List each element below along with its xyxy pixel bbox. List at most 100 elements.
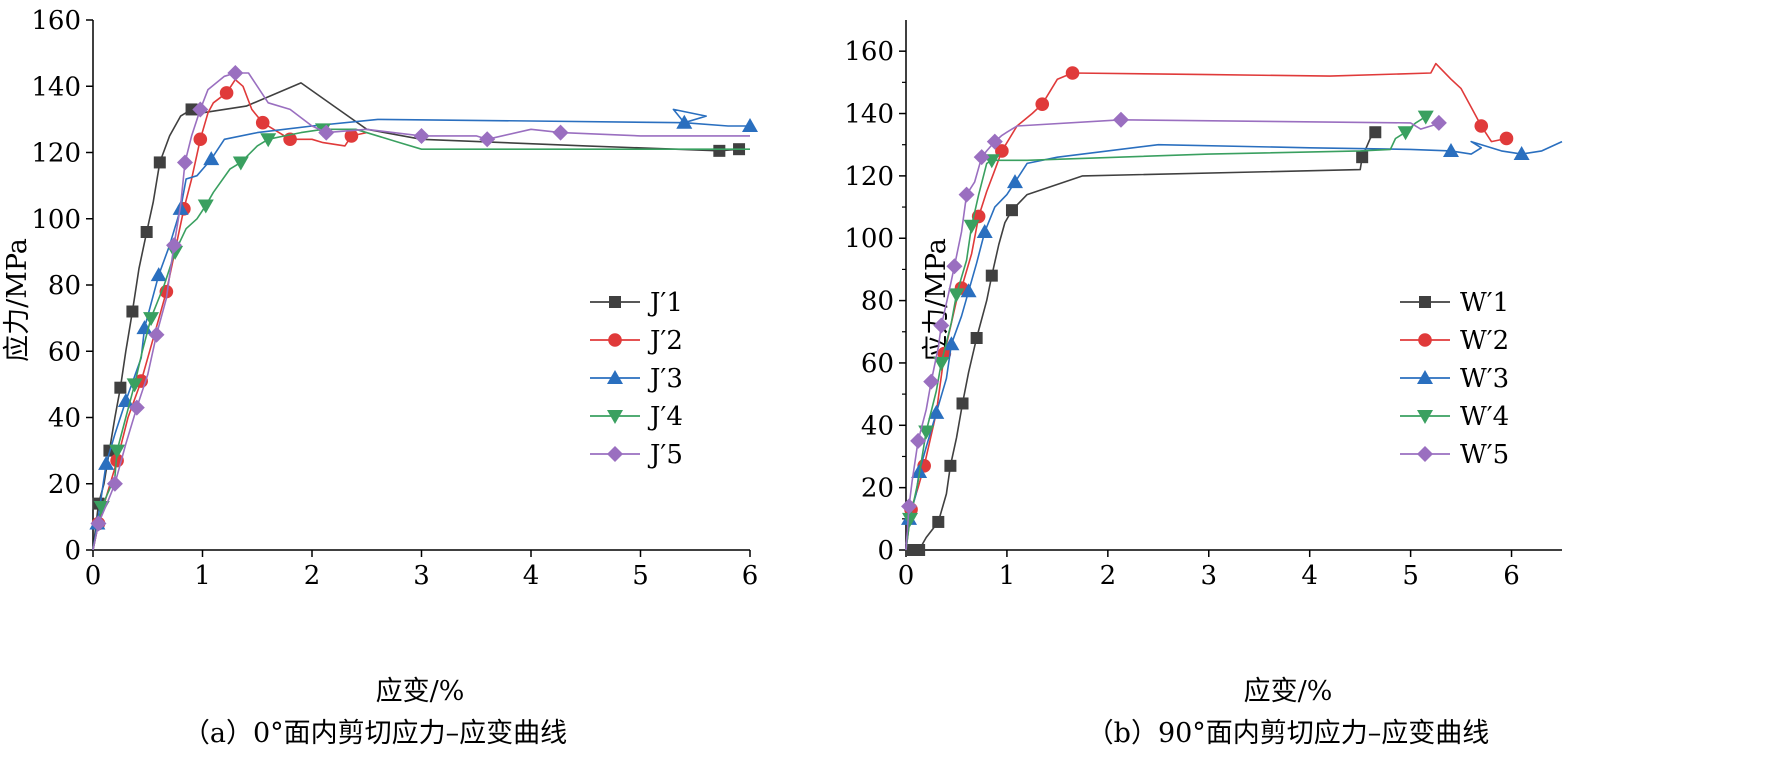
data-point	[973, 149, 990, 166]
legend-label: W′2	[1460, 326, 1509, 356]
legend-marker	[607, 446, 623, 462]
data-point	[1112, 111, 1129, 128]
data-point	[928, 404, 945, 419]
data-point	[1397, 126, 1414, 141]
legend-label: W′4	[1460, 402, 1509, 432]
x-tick-label: 5	[632, 561, 649, 591]
data-point	[318, 124, 335, 141]
series-J′5	[90, 65, 750, 551]
legend-marker	[1417, 410, 1433, 424]
panel-b-xlabel: 应变/%	[1244, 676, 1333, 707]
legend-item: J′4	[590, 402, 683, 432]
x-tick-label: 6	[742, 561, 759, 591]
data-point	[985, 269, 998, 282]
data-point	[1430, 114, 1447, 131]
data-point	[203, 151, 220, 166]
y-tick-label: 0	[64, 536, 81, 566]
y-tick-label: 120	[844, 162, 894, 192]
series-W′4	[902, 110, 1434, 551]
y-tick-label: 40	[48, 404, 81, 434]
legend-label: J′4	[647, 402, 683, 432]
legend-item: W′3	[1400, 364, 1509, 394]
series-W′1	[905, 126, 1382, 556]
y-tick-label: 80	[48, 271, 81, 301]
data-point	[970, 332, 983, 344]
legend-label: J′1	[647, 288, 683, 318]
x-tick-label: 1	[999, 561, 1016, 591]
panel-a-ylabel: 应力/MPa	[2, 238, 33, 362]
data-point	[98, 455, 115, 470]
data-point	[1006, 174, 1023, 189]
legend-item: W′5	[1400, 440, 1509, 470]
series-line	[905, 115, 1427, 551]
data-point	[193, 132, 208, 147]
data-point	[913, 544, 926, 556]
y-tick-label: 120	[31, 139, 81, 169]
series-W′5	[901, 111, 1447, 551]
y-tick-label: 60	[48, 337, 81, 367]
legend-marker	[1419, 296, 1431, 308]
data-point	[1499, 131, 1514, 146]
data-point	[114, 381, 127, 394]
data-point	[1442, 142, 1459, 157]
series-J′1	[92, 82, 746, 551]
data-point	[943, 336, 960, 351]
data-point	[1005, 204, 1018, 217]
legend-label: J′2	[647, 326, 683, 356]
legend-item: W′1	[1400, 288, 1509, 318]
data-point	[676, 114, 693, 129]
data-point	[976, 224, 993, 238]
legend-label: J′5	[647, 440, 683, 470]
legend-item: W′2	[1400, 326, 1509, 356]
legend-marker	[1417, 446, 1433, 462]
data-point	[166, 237, 183, 254]
x-tick-label: 2	[1100, 561, 1117, 591]
data-point	[1417, 110, 1434, 125]
panel-a: （a）0°面内剪切应力–应变曲线 应变/% 应力/MPa 02040608010…	[2, 6, 758, 749]
x-tick-label: 0	[85, 561, 102, 591]
data-point	[148, 326, 165, 343]
data-point	[106, 475, 123, 492]
data-point	[153, 156, 166, 169]
y-tick-label: 100	[31, 205, 81, 235]
series-line	[92, 128, 750, 551]
series-J′4	[92, 123, 750, 551]
data-point	[219, 86, 234, 100]
panel-a-caption: （a）0°面内剪切应力–应变曲线	[183, 718, 567, 749]
data-point	[742, 118, 758, 132]
legend-item: W′4	[1400, 402, 1509, 432]
data-point	[933, 317, 950, 334]
x-tick-label: 1	[194, 561, 211, 591]
data-point	[143, 312, 160, 327]
legend-marker	[607, 410, 623, 424]
series-line	[905, 119, 1442, 551]
legend-item: J′3	[590, 364, 683, 394]
series-line	[905, 62, 1507, 551]
y-tick-label: 40	[861, 411, 894, 441]
data-point	[344, 129, 359, 143]
data-point	[140, 226, 153, 238]
panel-a-xlabel: 应变/%	[376, 676, 465, 707]
data-point	[255, 115, 270, 130]
data-point	[933, 356, 950, 371]
legend-item: J′2	[590, 326, 683, 356]
y-tick-label: 140	[31, 72, 81, 102]
legend-marker	[607, 370, 623, 384]
data-point	[946, 258, 963, 275]
data-point	[713, 144, 726, 157]
data-point	[1356, 151, 1369, 164]
data-point	[944, 459, 957, 472]
data-point	[479, 131, 496, 148]
data-point	[413, 127, 430, 144]
panel-b: （b）90°面内剪切应力–应变曲线 应变/% 应力/MPa 0204060801…	[844, 20, 1563, 749]
series-line	[92, 82, 740, 551]
y-tick-label: 160	[844, 37, 894, 67]
data-point	[986, 133, 1003, 150]
data-point	[948, 288, 965, 303]
data-point	[1035, 97, 1050, 111]
legend-label: J′3	[647, 364, 683, 394]
data-point	[176, 154, 193, 171]
y-tick-label: 20	[48, 470, 81, 500]
data-point	[197, 199, 214, 214]
